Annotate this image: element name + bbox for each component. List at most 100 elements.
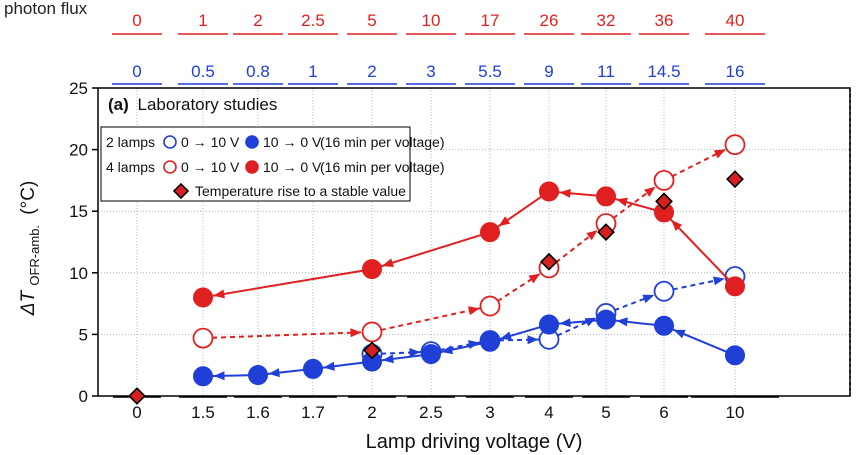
x-tick-label: 1.5 (191, 403, 215, 422)
series-arrowhead (527, 335, 539, 345)
legend-row2-note: (16 min per voltage) (320, 159, 445, 175)
series-arrowhead (616, 317, 628, 327)
series-point-open (653, 169, 675, 191)
series-point-diamond (655, 192, 673, 211)
top-axis-blue: 0 0.5 0.8 1 2 3 5.5 9 11 14.5 16 (112, 62, 765, 85)
top-red-tick-label: 0 (132, 11, 141, 30)
series-point-open (724, 134, 746, 156)
series-point-open (479, 295, 501, 317)
series-arrowhead (673, 329, 686, 339)
top-red-tick-label: 10 (422, 11, 441, 30)
series-group (128, 170, 744, 405)
series-arrowhead (559, 318, 571, 328)
top-red-tick-label: 1 (198, 11, 207, 30)
series-group (361, 266, 746, 365)
svg-text:(a) Laboratory studies: (a) Laboratory studies (108, 95, 277, 114)
panel-title: (a) Laboratory studies (108, 95, 277, 114)
series-segment (605, 195, 665, 214)
top-red-tick-label: 32 (597, 11, 616, 30)
series-arrowhead (441, 345, 453, 355)
series-arrowhead (350, 328, 362, 338)
series-arrowhead (500, 331, 512, 341)
top-blue-tick-label: 11 (597, 62, 615, 81)
series-point-filled (596, 186, 616, 207)
series-segment (548, 222, 607, 269)
top-blue-tick-label: 0.5 (191, 62, 215, 81)
x-tick-label: 2.5 (419, 403, 443, 422)
series-point-filled (193, 287, 213, 308)
x-tick-label: 0 (132, 403, 141, 422)
series-arrowhead (644, 186, 656, 197)
series-arrowhead (559, 188, 571, 198)
top-blue-tick-label: 14.5 (647, 62, 680, 81)
ylabel-unit: (°C) (18, 181, 39, 215)
series-group (192, 134, 746, 349)
y-tick-label: 20 (69, 141, 88, 160)
series-point-diamond (726, 170, 744, 189)
top-blue-tick-label: 16 (726, 62, 745, 81)
series-point-filled (480, 331, 500, 352)
series-point-open (361, 321, 383, 343)
top-blue-tick-label: 1 (308, 62, 317, 81)
series-point-filled (248, 365, 268, 386)
legend-marker-4lamps-down (245, 160, 259, 174)
legend-row2-b: 10 → 0 V (263, 159, 322, 175)
y-axis: 0 5 10 15 20 25 (69, 79, 98, 406)
series-arrowhead (382, 258, 394, 267)
series-arrowhead (468, 306, 480, 316)
series-segment (430, 340, 491, 356)
series-arrowhead (671, 220, 683, 232)
top-axis-red: 0 1 2 2.5 5 10 17 26 32 36 40 (112, 11, 765, 35)
series-arrowhead (382, 354, 394, 364)
panel-title-text: Laboratory studies (138, 95, 278, 114)
series-point-open (653, 280, 675, 302)
series-point-diamond (128, 387, 146, 405)
x-tick-label: 6 (659, 403, 668, 422)
x-tick-label: 4 (544, 403, 553, 422)
y-axis-label: ΔT OFR-amb. (°C) (18, 181, 44, 317)
x-tick-label: 1.6 (246, 403, 270, 422)
series-segment (202, 268, 373, 299)
series-point-filled (596, 309, 616, 330)
x-tick-label: 5 (601, 403, 610, 422)
legend-row1-group: 2 lamps (106, 134, 155, 150)
series-point-filled (539, 314, 559, 335)
series-arrowhead (713, 276, 725, 286)
series-segment (202, 330, 373, 340)
legend-row1-a: 0 → 10 V (181, 134, 240, 150)
top-red-tick-label: 36 (655, 11, 674, 30)
top-blue-tick-label: 0.8 (246, 62, 270, 81)
legend-row2-a: 0 → 10 V (181, 159, 240, 175)
series-arrowhead (528, 273, 541, 284)
series-point-filled (725, 345, 745, 366)
series-arrowhead (616, 197, 628, 207)
legend-marker-2lamps-up (163, 135, 177, 149)
series-arrowhead (586, 229, 598, 241)
x-axis-label: Lamp driving voltage (V) (366, 431, 583, 453)
x-tick-label: 10 (726, 403, 745, 422)
series-arrowhead (498, 216, 511, 227)
top-red-tick-label: 40 (726, 11, 745, 30)
series-arrowhead (213, 289, 225, 299)
series-point-diamond (597, 223, 615, 242)
series-group (193, 309, 745, 387)
x-tick-label: 1.7 (301, 403, 325, 422)
top-header-area: photon flux (4, 0, 88, 18)
y-tick-label: 5 (79, 325, 88, 344)
x-axis: 0 1.5 1.6 1.7 2 2.5 3 4 5 6 10 (113, 396, 779, 422)
svg-text:ΔT OFR-amb. (°C): ΔT OFR-amb. (°C) (18, 181, 44, 317)
series-point-filled (654, 315, 674, 336)
y-tick-label: 10 (69, 264, 88, 283)
legend-row1-note: (16 min per voltage) (320, 134, 445, 150)
legend-marker-2lamps-down (245, 135, 259, 149)
x-tick-label: 2 (367, 403, 376, 422)
legend-row2-group: 4 lamps (106, 159, 155, 175)
legend-row1-b: 10 → 0 V (263, 134, 322, 150)
y-tick-label: 25 (69, 79, 88, 98)
legend: 2 lamps 0 → 10 V 10 → 0 V (16 min per vo… (100, 126, 445, 202)
top-blue-tick-label: 2 (367, 62, 376, 81)
top-red-tick-label: 5 (367, 11, 376, 30)
series-point-filled (362, 259, 382, 280)
legend-row3: Temperature rise to a stable value (195, 183, 406, 199)
